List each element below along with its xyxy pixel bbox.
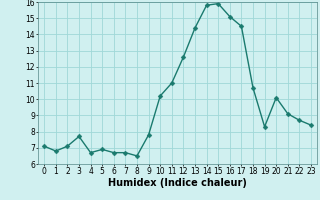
X-axis label: Humidex (Indice chaleur): Humidex (Indice chaleur) <box>108 178 247 188</box>
